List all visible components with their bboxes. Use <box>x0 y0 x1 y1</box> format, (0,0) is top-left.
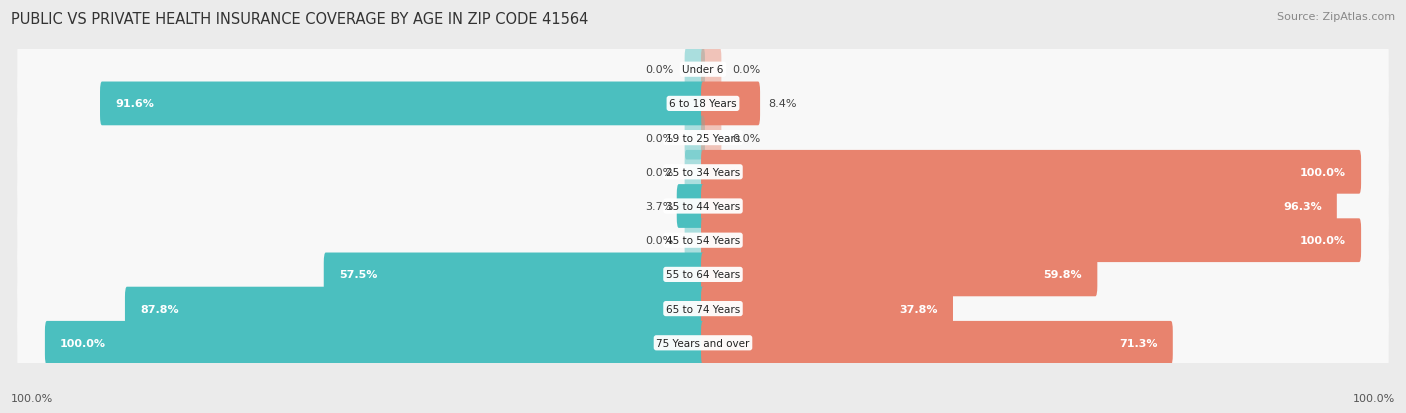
Text: 0.0%: 0.0% <box>645 236 673 246</box>
Text: Source: ZipAtlas.com: Source: ZipAtlas.com <box>1277 12 1395 22</box>
FancyBboxPatch shape <box>17 71 1389 137</box>
Text: 57.5%: 57.5% <box>339 270 377 280</box>
Text: 0.0%: 0.0% <box>645 133 673 143</box>
Text: 0.0%: 0.0% <box>733 133 761 143</box>
Text: 45 to 54 Years: 45 to 54 Years <box>666 236 740 246</box>
FancyBboxPatch shape <box>125 287 704 331</box>
Text: 0.0%: 0.0% <box>733 65 761 75</box>
FancyBboxPatch shape <box>17 140 1389 205</box>
Text: 100.0%: 100.0% <box>1301 236 1346 246</box>
FancyBboxPatch shape <box>17 174 1389 239</box>
FancyBboxPatch shape <box>17 310 1389 376</box>
FancyBboxPatch shape <box>685 219 704 262</box>
Text: 91.6%: 91.6% <box>115 99 155 109</box>
FancyBboxPatch shape <box>702 219 1361 262</box>
Text: 71.3%: 71.3% <box>1119 338 1157 348</box>
Text: 37.8%: 37.8% <box>900 304 938 314</box>
Text: 87.8%: 87.8% <box>141 304 179 314</box>
Text: 6 to 18 Years: 6 to 18 Years <box>669 99 737 109</box>
FancyBboxPatch shape <box>17 105 1389 171</box>
Text: 100.0%: 100.0% <box>11 393 53 403</box>
FancyBboxPatch shape <box>685 151 704 194</box>
Text: 25 to 34 Years: 25 to 34 Years <box>666 167 740 177</box>
FancyBboxPatch shape <box>100 82 704 126</box>
Text: 100.0%: 100.0% <box>1353 393 1395 403</box>
FancyBboxPatch shape <box>17 276 1389 342</box>
FancyBboxPatch shape <box>702 82 761 126</box>
FancyBboxPatch shape <box>702 321 1173 365</box>
Text: 75 Years and over: 75 Years and over <box>657 338 749 348</box>
Text: PUBLIC VS PRIVATE HEALTH INSURANCE COVERAGE BY AGE IN ZIP CODE 41564: PUBLIC VS PRIVATE HEALTH INSURANCE COVER… <box>11 12 589 27</box>
Text: 100.0%: 100.0% <box>1301 167 1346 177</box>
Text: 0.0%: 0.0% <box>645 65 673 75</box>
FancyBboxPatch shape <box>685 116 704 160</box>
Text: 55 to 64 Years: 55 to 64 Years <box>666 270 740 280</box>
FancyBboxPatch shape <box>685 48 704 92</box>
Text: 0.0%: 0.0% <box>645 167 673 177</box>
Text: 100.0%: 100.0% <box>60 338 105 348</box>
Text: 19 to 25 Years: 19 to 25 Years <box>666 133 740 143</box>
Text: 65 to 74 Years: 65 to 74 Years <box>666 304 740 314</box>
FancyBboxPatch shape <box>702 48 721 92</box>
FancyBboxPatch shape <box>17 37 1389 103</box>
Text: 3.7%: 3.7% <box>645 202 673 211</box>
FancyBboxPatch shape <box>702 116 721 160</box>
FancyBboxPatch shape <box>17 208 1389 273</box>
Text: 59.8%: 59.8% <box>1043 270 1083 280</box>
FancyBboxPatch shape <box>702 253 1097 297</box>
Text: 8.4%: 8.4% <box>768 99 796 109</box>
FancyBboxPatch shape <box>702 151 1361 194</box>
FancyBboxPatch shape <box>702 287 953 331</box>
FancyBboxPatch shape <box>323 253 704 297</box>
FancyBboxPatch shape <box>676 185 704 228</box>
Text: Under 6: Under 6 <box>682 65 724 75</box>
FancyBboxPatch shape <box>702 185 1337 228</box>
FancyBboxPatch shape <box>17 242 1389 308</box>
Text: 35 to 44 Years: 35 to 44 Years <box>666 202 740 211</box>
Text: 96.3%: 96.3% <box>1284 202 1322 211</box>
FancyBboxPatch shape <box>45 321 704 365</box>
